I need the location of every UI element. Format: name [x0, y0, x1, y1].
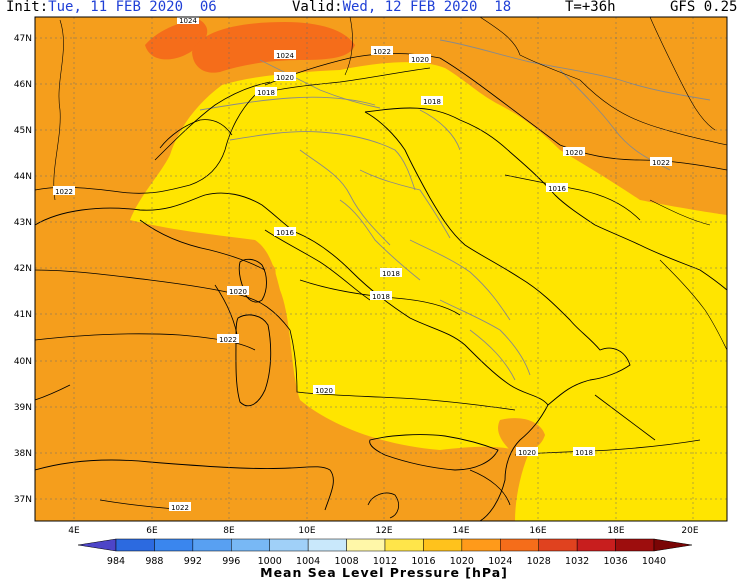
colorbar-label: 1036 — [603, 556, 627, 567]
isobar-label: 1022 — [171, 504, 189, 512]
colorbar-cell — [461, 538, 501, 552]
lat-label: 38N — [14, 449, 32, 459]
isobar-label: 1020 — [229, 288, 247, 296]
latitude-labels: 47N 46N 45N 44N 43N 42N 41N 40N 39N 38N … — [14, 34, 32, 505]
init-value: Tue, 11 FEB 2020 06 — [48, 0, 217, 15]
lat-label: 37N — [14, 495, 32, 505]
lon-label: 14E — [452, 526, 469, 536]
isobar-label: 1020 — [518, 449, 536, 457]
colorbar-label: 1016 — [411, 556, 435, 567]
colorbar-labels: 984 988 992 996 1000 1004 1008 1012 1016 1020 1024… — [107, 556, 666, 567]
init-time: Init:Tue, 11 FEB 2020 06 — [6, 0, 217, 15]
colorbar-cell — [500, 538, 539, 552]
colorbar-cell — [346, 538, 386, 552]
colorbar-cells — [115, 538, 655, 552]
colorbar-label: 1000 — [258, 556, 282, 567]
lat-label: 42N — [14, 264, 32, 274]
country-borders — [53, 17, 727, 351]
pressure-field-1024-1028-alps — [192, 22, 355, 73]
isobar-label: 1020 — [315, 387, 333, 395]
colorbar-label: 988 — [145, 556, 163, 567]
colorbar-label: 1028 — [527, 556, 551, 567]
map-frame — [34, 16, 728, 522]
colorbar-label: 1024 — [488, 556, 512, 567]
pressure-field-1016-1020 — [130, 62, 727, 521]
valid-time: Valid:Wed, 12 FEB 2020 18 — [292, 0, 511, 15]
colorbar-high-arrow — [653, 538, 693, 552]
lon-label: 8E — [223, 526, 235, 536]
isobar-label: 1018 — [575, 449, 593, 457]
isobar-label: 1018 — [257, 89, 275, 97]
colorbar-label: 1020 — [450, 556, 474, 567]
colorbar-label: 1012 — [373, 556, 397, 567]
lat-label: 47N — [14, 34, 32, 44]
isobar-label: 1024 — [276, 52, 294, 60]
isobar-label: 1020 — [565, 149, 583, 157]
colorbar-label: 1040 — [642, 556, 666, 567]
lon-label: 12E — [375, 526, 392, 536]
isobar-label: 1024 — [179, 17, 197, 25]
colorbar-cell — [307, 538, 347, 552]
colorbar: 984 988 992 996 1000 1004 1008 1012 1016 1020 1024… — [77, 538, 693, 580]
lon-label: 6E — [146, 526, 158, 536]
colorbar-cell — [269, 538, 309, 552]
lat-label: 45N — [14, 126, 32, 136]
lon-label: 4E — [68, 526, 80, 536]
pressure-field-1024-1028 — [145, 20, 208, 60]
lat-label: 43N — [14, 218, 32, 228]
isobar-label: 1022 — [219, 336, 237, 344]
isobar-label: 1016 — [276, 229, 294, 237]
pressure-field-1024-1028-corsica — [244, 258, 276, 287]
lon-label: 16E — [529, 526, 546, 536]
lon-label: 20E — [681, 526, 698, 536]
colorbar-title: Mean Sea Level Pressure [hPa] — [260, 565, 508, 580]
isobar-label: 1020 — [411, 56, 429, 64]
lon-label: 18E — [607, 526, 624, 536]
colorbar-cell — [576, 538, 616, 552]
colorbar-cell — [615, 538, 655, 552]
isobar-label: 1016 — [548, 185, 566, 193]
isobar-label: 1022 — [55, 188, 73, 196]
lat-label: 40N — [14, 357, 32, 367]
longitude-labels: 4E 6E 8E 10E 12E 14E 16E 18E 20E — [68, 526, 699, 536]
map-area: 1024 1024 1022 1020 1020 1018 1018 1022 … — [35, 17, 727, 521]
regional-borders — [199, 39, 711, 381]
init-label: Init: — [6, 0, 49, 15]
isobar-label: 1022 — [373, 48, 391, 56]
coastlines — [35, 107, 727, 521]
colorbar-label: 1008 — [334, 556, 358, 567]
colorbar-cell — [384, 538, 424, 552]
lat-label: 46N — [14, 80, 32, 90]
model-name: GFS 0.25 — [670, 0, 738, 15]
isobar-label: 1020 — [276, 74, 294, 82]
isobar-label: 1018 — [382, 270, 400, 278]
isobar-label: 1018 — [423, 98, 441, 106]
lat-label: 39N — [14, 403, 32, 413]
colorbar-cell — [423, 538, 463, 552]
colorbar-label: 996 — [222, 556, 240, 567]
colorbar-label: 1004 — [296, 556, 320, 567]
colorbar-label: 984 — [107, 556, 125, 567]
colorbar-cell — [115, 538, 155, 552]
lon-label: 10E — [298, 526, 315, 536]
colorbar-cell — [154, 538, 194, 552]
colorbar-label: 1032 — [565, 556, 589, 567]
valid-value: Wed, 12 FEB 2020 18 — [342, 0, 512, 15]
isobar-label: 1018 — [372, 293, 390, 301]
valid-label: Valid: — [292, 0, 343, 15]
graticule — [35, 17, 727, 521]
isobar-label: 1022 — [652, 159, 670, 167]
lat-label: 41N — [14, 310, 32, 320]
colorbar-cell — [192, 538, 232, 552]
forecast-step: T=+36h — [565, 0, 616, 15]
colorbar-cell — [538, 538, 578, 552]
colorbar-low-arrow — [77, 538, 117, 552]
colorbar-cell — [231, 538, 270, 552]
lat-label: 44N — [14, 172, 32, 182]
isobar-labels: 1024 1024 1022 1020 1020 1018 1018 1022 … — [53, 17, 672, 512]
colorbar-label: 992 — [184, 556, 202, 567]
